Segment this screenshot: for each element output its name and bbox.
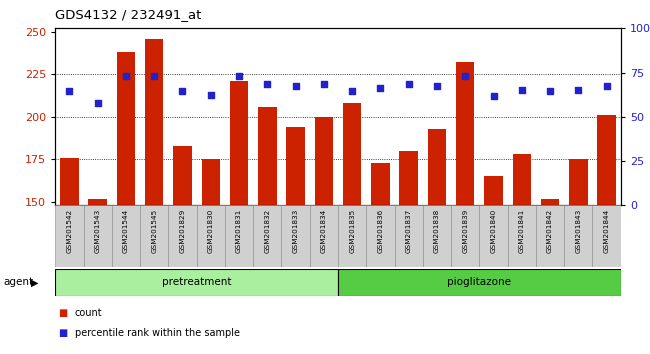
Bar [338,269,621,296]
Text: percentile rank within the sample: percentile rank within the sample [75,328,240,338]
Text: pretreatment: pretreatment [162,277,231,287]
Text: GSM201543: GSM201543 [95,209,101,253]
Text: GSM201834: GSM201834 [321,209,327,253]
Bar [202,159,220,205]
Text: GSM201544: GSM201544 [123,209,129,253]
Text: GSM201542: GSM201542 [66,209,72,253]
Bar [597,115,616,205]
Bar [338,205,367,267]
Bar [569,159,588,205]
Bar [428,129,446,205]
Bar [310,205,338,267]
Point [573,87,584,92]
Text: GSM201831: GSM201831 [236,209,242,253]
Point [545,88,555,94]
Bar [168,205,197,267]
Text: count: count [75,308,103,318]
Point [149,73,159,79]
Text: GSM201841: GSM201841 [519,209,525,253]
Bar [536,205,564,267]
Bar [60,158,79,205]
Bar [541,199,559,205]
Text: GSM201842: GSM201842 [547,209,553,253]
Bar [395,205,423,267]
Bar [254,205,281,267]
Bar [55,269,338,296]
Bar [513,154,531,205]
Point [177,88,188,94]
Bar [343,103,361,205]
Bar [140,205,168,267]
Text: ■: ■ [58,308,68,318]
Text: GSM201839: GSM201839 [462,209,468,253]
Text: GSM201832: GSM201832 [265,209,270,253]
Bar [564,205,593,267]
Text: ▶: ▶ [31,277,39,287]
Point [460,73,471,79]
Bar [287,127,305,205]
Bar [145,39,163,205]
Text: GSM201844: GSM201844 [604,209,610,253]
Text: agent: agent [3,277,33,287]
Text: GSM201830: GSM201830 [208,209,214,253]
Bar [456,62,474,205]
Bar [83,205,112,267]
Bar [88,199,107,205]
Point [347,88,358,94]
Text: GSM201836: GSM201836 [378,209,384,253]
Bar [225,205,254,267]
Point [291,83,301,89]
Text: GDS4132 / 232491_at: GDS4132 / 232491_at [55,8,201,21]
Bar [117,52,135,205]
Point [64,88,75,94]
Bar [55,205,83,267]
Point [488,93,499,99]
Bar [315,117,333,205]
Text: GSM201835: GSM201835 [349,209,355,253]
Text: GSM201843: GSM201843 [575,209,581,253]
Bar [258,107,276,205]
Bar [593,205,621,267]
Bar [196,205,225,267]
Bar [480,205,508,267]
Point [205,92,216,98]
Point [404,82,414,87]
Bar [230,81,248,205]
Bar [367,205,395,267]
Point [432,83,442,89]
Text: ■: ■ [58,328,68,338]
Text: GSM201545: GSM201545 [151,209,157,253]
Bar [422,205,451,267]
Point [601,83,612,89]
Bar [112,205,140,267]
Text: pioglitazone: pioglitazone [447,277,512,287]
Text: GSM201840: GSM201840 [491,209,497,253]
Point [262,82,272,87]
Bar [484,176,502,205]
Text: GSM201833: GSM201833 [292,209,298,253]
Point [92,101,103,106]
Point [234,73,244,79]
Bar [174,146,192,205]
Point [121,73,131,79]
Bar [400,151,418,205]
Point [375,85,385,91]
Bar [371,163,389,205]
Bar [451,205,480,267]
Point [517,87,527,92]
Text: GSM201829: GSM201829 [179,209,185,253]
Point [318,82,329,87]
Text: GSM201838: GSM201838 [434,209,440,253]
Bar [508,205,536,267]
Text: GSM201837: GSM201837 [406,209,411,253]
Bar [281,205,310,267]
